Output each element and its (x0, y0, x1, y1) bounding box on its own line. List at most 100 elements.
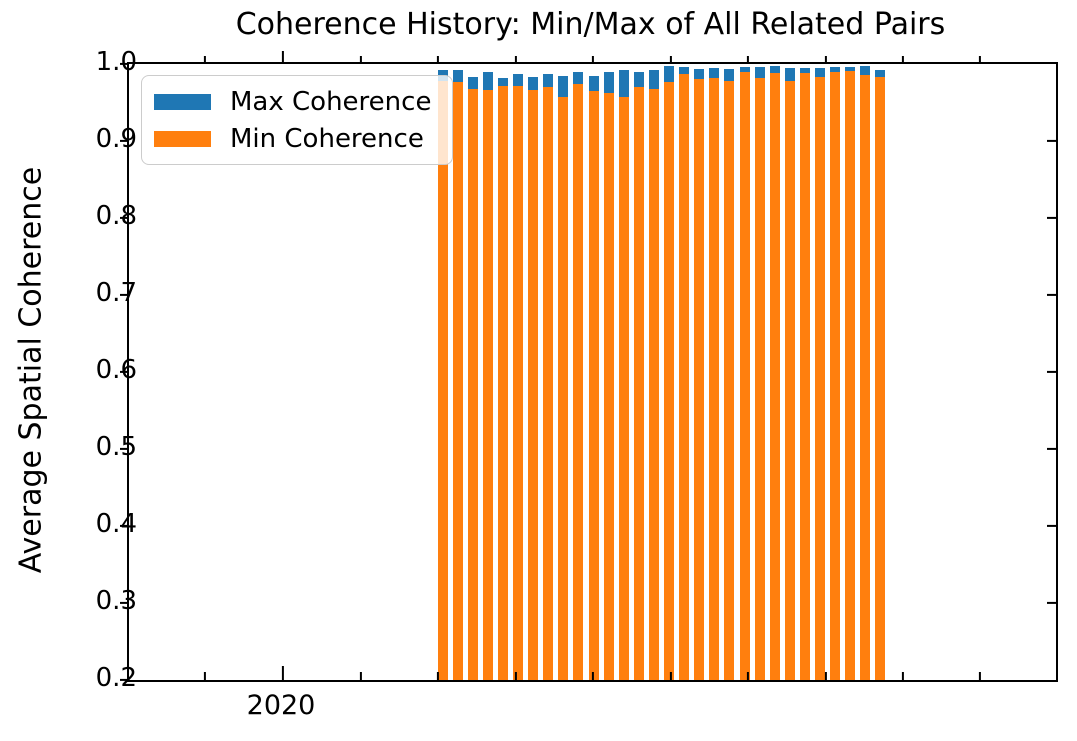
y-axis-tick (119, 524, 127, 528)
x-axis-minor-tick (669, 672, 673, 680)
min-coherence-bar (588, 90, 599, 680)
y-axis-tick-right (1047, 370, 1056, 374)
max-coherence-bar (497, 77, 508, 87)
min-coherence-bar (724, 80, 735, 680)
min-coherence-bar (452, 81, 463, 680)
legend: Max Coherence Min Coherence (141, 75, 453, 165)
max-coherence-bar (648, 70, 659, 89)
y-axis-tick (119, 139, 127, 143)
min-coherence-bar (860, 74, 871, 680)
max-coherence-bar (633, 71, 644, 88)
bar-series-layer (129, 64, 1056, 680)
y-tick-label: 0.7 (95, 278, 137, 308)
max-coherence-bar (543, 74, 554, 88)
min-coherence-bar (664, 81, 674, 680)
max-coherence-bar (467, 77, 478, 89)
y-axis-tick (119, 62, 127, 66)
y-tick-label: 0.2 (95, 663, 137, 693)
min-coherence-bar (437, 80, 448, 680)
max-coherence-bar (754, 67, 765, 78)
x-axis-minor-tick (824, 672, 828, 680)
min-coherence-bar (739, 71, 750, 680)
y-tick-label: 0.5 (95, 432, 137, 462)
max-coherence-bar (845, 67, 856, 71)
max-coherence-bar (603, 71, 614, 94)
legend-item-max: Max Coherence (154, 88, 452, 116)
min-coherence-bar (648, 88, 659, 680)
legend-label-max: Max Coherence (230, 86, 432, 117)
max-coherence-bar (860, 66, 871, 75)
y-axis-tick (119, 370, 127, 374)
legend-label-min: Min Coherence (230, 123, 424, 154)
x-axis-minor-tick (591, 672, 595, 680)
min-coherence-bar (784, 80, 795, 680)
min-coherence-bar (497, 86, 508, 680)
max-coherence-bar (573, 71, 584, 84)
y-axis-tick-right (1047, 293, 1056, 297)
min-coherence-bar (482, 90, 493, 680)
x-axis-minor-tick-top (514, 56, 518, 64)
max-coherence-bar (694, 68, 705, 80)
max-coherence-bar (452, 70, 463, 82)
min-coherence-bar (830, 71, 841, 680)
y-tick-label: 0.3 (95, 586, 137, 616)
x-axis-minor-tick-top (978, 56, 982, 64)
y-axis-tick (119, 293, 127, 297)
min-coherence-bar (799, 73, 810, 680)
max-coherence-bar (799, 67, 810, 74)
max-coherence-bar (784, 67, 795, 81)
max-coherence-swatch (154, 93, 211, 110)
max-coherence-bar (709, 67, 720, 78)
min-coherence-bar (694, 79, 705, 680)
x-axis-minor-tick-top (591, 56, 595, 64)
min-coherence-bar (709, 77, 720, 680)
min-coherence-bar (679, 74, 690, 680)
y-axis-tick-right (1047, 524, 1056, 528)
max-coherence-bar (679, 67, 690, 74)
min-coherence-bar (558, 97, 569, 680)
x-tick-label-2020: 2020 (246, 690, 316, 721)
min-coherence-bar (754, 77, 765, 680)
y-axis-label: Average Spatial Coherence (13, 166, 49, 574)
y-tick-label: 0.9 (95, 124, 137, 154)
x-axis-minor-tick (359, 672, 363, 680)
max-coherence-bar (815, 67, 825, 78)
max-coherence-bar (618, 70, 629, 98)
x-axis-minor-tick-top (203, 56, 207, 64)
min-coherence-bar (845, 70, 856, 680)
max-coherence-bar (588, 75, 599, 91)
min-coherence-bar (528, 90, 539, 680)
y-tick-label: 0.6 (95, 355, 137, 385)
x-axis-minor-tick-top (669, 56, 673, 64)
y-axis-tick-right (1047, 447, 1056, 451)
min-coherence-bar (467, 88, 478, 680)
min-coherence-bar (815, 77, 825, 680)
x-axis-minor-tick (436, 672, 440, 680)
x-axis-major-tick-top (281, 51, 285, 64)
y-tick-label: 1.0 (95, 47, 137, 77)
y-axis-tick-right (1047, 139, 1056, 143)
x-axis-minor-tick (978, 672, 982, 680)
max-coherence-bar (739, 67, 750, 72)
min-coherence-bar (573, 84, 584, 680)
max-coherence-bar (724, 68, 735, 81)
plot-area: Max Coherence Min Coherence (119, 51, 1058, 682)
x-axis-minor-tick-top (359, 56, 363, 64)
max-coherence-bar (664, 66, 674, 82)
max-coherence-bar (769, 66, 780, 74)
y-axis-tick (119, 216, 127, 220)
y-axis-tick (119, 678, 127, 682)
max-coherence-bar (513, 74, 523, 86)
min-coherence-bar (618, 97, 629, 680)
y-axis-tick (119, 447, 127, 451)
max-coherence-bar (482, 71, 493, 91)
min-coherence-bar (633, 87, 644, 680)
max-coherence-bar (558, 75, 569, 98)
x-axis-minor-tick (746, 672, 750, 680)
chart-title: Coherence History: Min/Max of All Relate… (235, 7, 946, 42)
y-tick-label: 0.8 (95, 201, 137, 231)
max-coherence-bar (830, 67, 841, 72)
x-axis-minor-tick (901, 672, 905, 680)
min-coherence-bar (769, 73, 780, 680)
